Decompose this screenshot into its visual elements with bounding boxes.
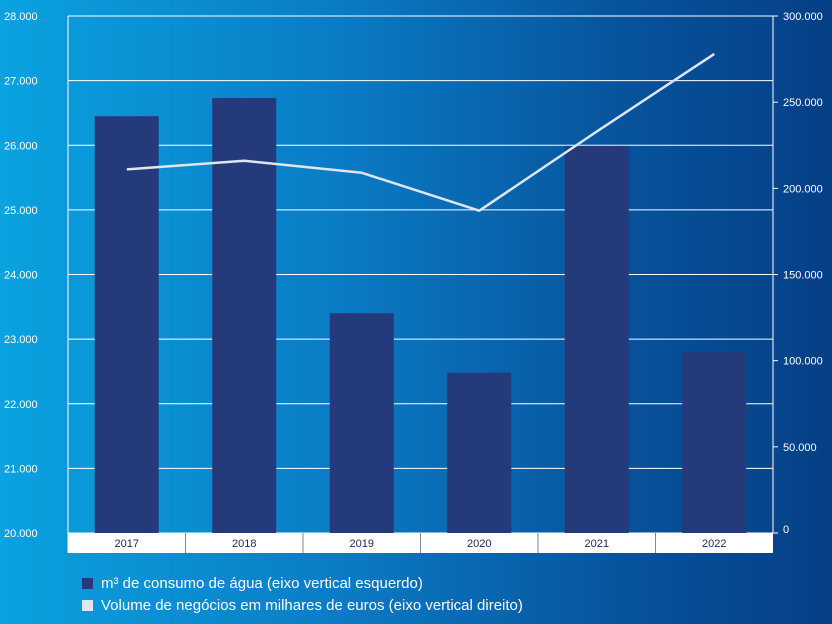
- bar-2020: [447, 372, 512, 533]
- right-axis-tick: 300.000: [783, 11, 823, 23]
- revenue-line: [126, 52, 715, 212]
- legend: m³ de consumo de água (eixo vertical esq…: [82, 572, 523, 616]
- right-axis-tick: 50.000: [783, 442, 817, 454]
- right-axis-tick: 200.000: [783, 183, 823, 195]
- bar-2021: [564, 145, 629, 534]
- legend-swatch-water: [82, 577, 93, 589]
- bar-2017: [94, 116, 159, 533]
- bar-2019: [329, 313, 394, 533]
- left-axis-tick: 20.000: [4, 528, 38, 540]
- legend-label-revenue: Volume de negócios em milhares de euros …: [101, 596, 523, 614]
- left-axis-tick: 23.000: [4, 334, 38, 346]
- right-axis-tick: 150.000: [783, 270, 823, 282]
- left-axis-tick: 25.000: [4, 205, 38, 217]
- bar-2018: [212, 98, 277, 533]
- left-axis-tick: 28.000: [4, 11, 38, 23]
- legend-item-revenue: Volume de negócios em milhares de euros …: [82, 594, 523, 616]
- legend-label-water: m³ de consumo de água (eixo vertical esq…: [101, 574, 423, 592]
- category-label-2021: 2021: [585, 538, 609, 550]
- left-axis-tick: 26.000: [4, 140, 38, 152]
- category-label-2022: 2022: [702, 538, 726, 550]
- category-label-2019: 2019: [350, 538, 374, 550]
- right-axis-tick: 250.000: [783, 97, 823, 109]
- legend-swatch-revenue: [82, 599, 93, 611]
- category-label-2018: 2018: [232, 538, 256, 550]
- left-axis-tick: 21.000: [4, 463, 38, 475]
- category-label-2020: 2020: [467, 538, 491, 550]
- left-axis-tick: 24.000: [4, 270, 38, 282]
- left-axis-tick: 27.000: [4, 76, 38, 88]
- legend-item-water: m³ de consumo de água (eixo vertical esq…: [82, 572, 523, 594]
- right-axis-tick: 0: [783, 524, 789, 536]
- right-axis-tick: 100.000: [783, 356, 823, 368]
- bar-2022: [682, 352, 747, 533]
- left-axis-tick: 22.000: [4, 399, 38, 411]
- category-label-2017: 2017: [115, 538, 139, 550]
